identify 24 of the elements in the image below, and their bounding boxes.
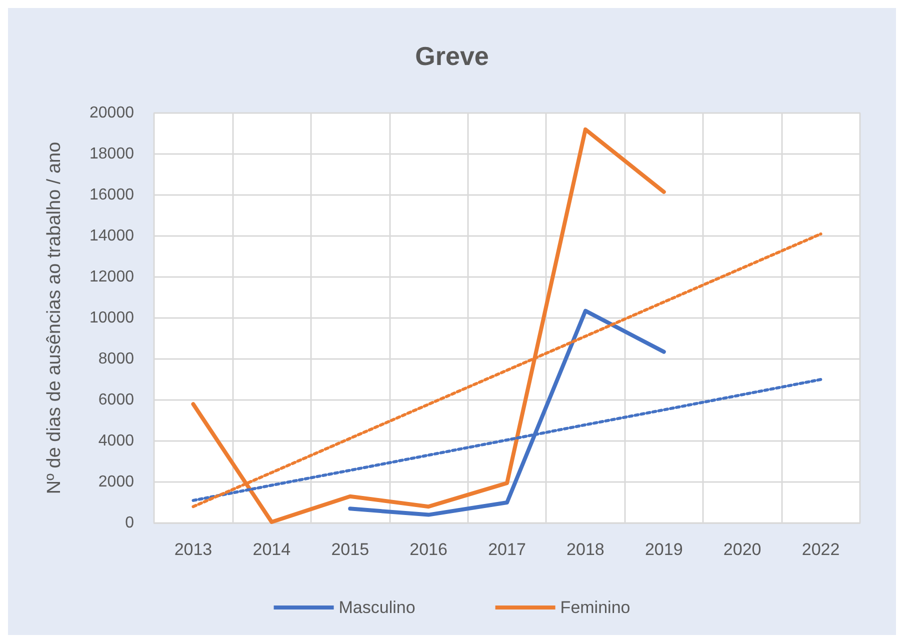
x-tick-label: 2017 <box>488 540 526 559</box>
y-tick-label: 10000 <box>90 310 134 326</box>
y-tick-label: 14000 <box>90 228 134 244</box>
x-tick-label: 2018 <box>566 540 604 559</box>
y-tick-label: 4000 <box>98 432 134 450</box>
x-tick-label: 2022 <box>802 540 840 559</box>
y-tick-label: 0 <box>125 514 134 532</box>
x-tick-label: 2020 <box>723 540 762 559</box>
legend-label: Feminino <box>560 598 630 617</box>
y-tick-label: 18000 <box>90 146 134 162</box>
y-axis-title: Nº de dias de ausências ao trabalho / ano <box>44 142 65 494</box>
y-tick-label: 6000 <box>98 392 134 408</box>
chart-title: Greve <box>415 41 489 71</box>
y-tick-label: 2000 <box>98 474 134 490</box>
x-tick-label: 2016 <box>410 540 448 559</box>
y-tick-label: 20000 <box>90 104 134 122</box>
x-tick-label: 2014 <box>252 540 291 559</box>
y-tick-label: 16000 <box>90 186 134 204</box>
x-tick-label: 2013 <box>174 540 212 559</box>
y-tick-label: 12000 <box>90 268 134 286</box>
x-tick-label: 2015 <box>331 540 370 559</box>
x-tick-label: 2019 <box>644 540 683 559</box>
legend-label: Masculino <box>338 598 416 617</box>
y-tick-label: 8000 <box>98 350 134 368</box>
